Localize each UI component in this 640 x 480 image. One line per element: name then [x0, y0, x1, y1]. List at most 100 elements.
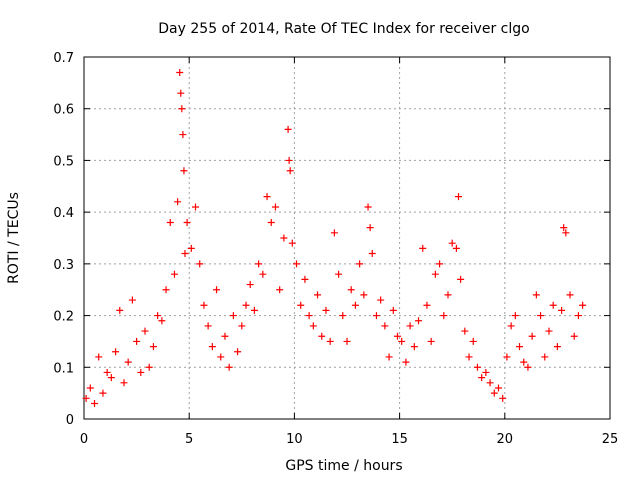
data-point	[478, 374, 486, 382]
data-point	[259, 270, 267, 278]
x-tick-label: 5	[185, 432, 193, 447]
data-point	[415, 317, 423, 325]
data-point	[187, 244, 195, 252]
data-point	[322, 306, 330, 314]
y-tick-label: 0.5	[53, 154, 74, 169]
data-point	[170, 270, 178, 278]
data-point	[562, 229, 570, 237]
data-point	[238, 322, 246, 330]
data-point	[174, 198, 182, 206]
data-point	[107, 374, 115, 382]
data-point	[200, 301, 208, 309]
data-point	[389, 306, 397, 314]
data-point	[285, 156, 293, 164]
data-point	[560, 224, 568, 232]
data-point	[326, 337, 334, 345]
data-point	[482, 368, 490, 376]
data-point	[465, 353, 473, 361]
data-point	[368, 250, 376, 258]
data-point	[372, 312, 380, 320]
data-point	[229, 312, 237, 320]
data-point	[288, 239, 296, 247]
data-point	[217, 353, 225, 361]
data-point	[423, 301, 431, 309]
data-point	[124, 358, 132, 366]
data-point	[499, 394, 507, 402]
data-point	[145, 363, 153, 371]
data-point	[177, 89, 185, 97]
data-point	[351, 301, 359, 309]
data-point	[339, 312, 347, 320]
data-point	[398, 337, 406, 345]
plot-frame	[83, 56, 611, 420]
data-point	[318, 332, 326, 340]
y-tick-label: 0.4	[53, 206, 74, 221]
data-point	[410, 343, 418, 351]
data-point	[116, 306, 124, 314]
x-tick-label: 15	[391, 432, 408, 447]
x-tick-label: 10	[286, 432, 303, 447]
data-point	[120, 379, 128, 387]
data-point	[213, 286, 221, 294]
data-point	[507, 322, 515, 330]
data-point	[141, 327, 149, 335]
y-tick-label: 0.3	[53, 258, 74, 273]
data-point	[166, 218, 174, 226]
data-point	[528, 332, 536, 340]
data-point	[360, 291, 368, 299]
data-point	[271, 203, 279, 211]
data-point	[297, 301, 305, 309]
data-point	[520, 358, 528, 366]
data-point	[558, 306, 566, 314]
data-point	[179, 131, 187, 139]
data-point	[356, 260, 364, 268]
data-point	[162, 286, 170, 294]
data-point	[377, 296, 385, 304]
y-tick-label: 0.1	[53, 361, 74, 376]
data-point	[541, 353, 549, 361]
data-point	[406, 322, 414, 330]
data-point	[524, 363, 532, 371]
x-tick-label: 0	[80, 432, 88, 447]
data-point	[335, 270, 343, 278]
x-tick-label: 20	[497, 432, 514, 447]
data-point	[133, 337, 141, 345]
data-point	[381, 322, 389, 330]
data-point	[263, 193, 271, 201]
data-point	[431, 270, 439, 278]
data-point	[566, 291, 574, 299]
data-point	[393, 332, 401, 340]
data-point	[473, 363, 481, 371]
data-point	[343, 337, 351, 345]
data-point	[255, 260, 263, 268]
data-point	[284, 125, 292, 133]
data-point	[503, 353, 511, 361]
data-point	[99, 389, 107, 397]
data-point	[366, 224, 374, 232]
data-point	[234, 348, 242, 356]
data-point	[385, 353, 393, 361]
data-point	[176, 69, 184, 77]
data-point	[267, 218, 275, 226]
data-point	[455, 193, 463, 201]
data-point	[154, 312, 162, 320]
data-point	[461, 327, 469, 335]
data-point	[314, 291, 322, 299]
data-point	[301, 275, 309, 283]
data-point	[469, 337, 477, 345]
y-tick-label: 0.2	[53, 310, 74, 325]
data-point	[180, 167, 188, 175]
data-point	[427, 337, 435, 345]
data-point	[419, 244, 427, 252]
data-point	[112, 348, 120, 356]
data-point	[402, 358, 410, 366]
data-point	[532, 291, 540, 299]
data-point	[149, 343, 157, 351]
y-axis-label: ROTI / TECUs	[6, 192, 22, 284]
data-point	[225, 363, 233, 371]
data-point	[95, 353, 103, 361]
data-point	[82, 394, 90, 402]
data-point	[511, 312, 519, 320]
data-point	[280, 234, 288, 242]
